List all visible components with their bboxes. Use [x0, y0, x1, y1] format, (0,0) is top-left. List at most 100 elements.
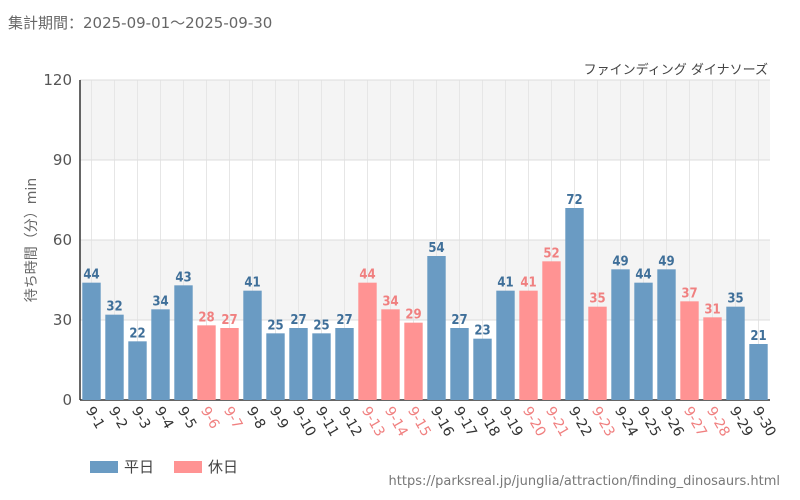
x-tick-label: 9-15 — [404, 404, 434, 440]
bar — [680, 301, 699, 400]
x-tick-label: 9-1 — [82, 404, 107, 432]
bar — [703, 317, 722, 400]
bar-value-label: 41 — [520, 276, 536, 291]
bar — [312, 333, 331, 400]
bar — [151, 309, 170, 400]
bar-value-label: 27 — [290, 313, 306, 328]
bar-value-label: 35 — [589, 292, 605, 307]
x-tick-label: 9-7 — [220, 404, 245, 432]
bar — [427, 256, 446, 400]
x-tick-label: 9-4 — [151, 404, 176, 432]
x-tick-label: 9-21 — [542, 404, 572, 440]
bar — [496, 290, 515, 400]
bar — [220, 328, 239, 400]
bar — [657, 269, 676, 400]
legend-swatch-weekday — [90, 460, 118, 473]
bar-value-label: 54 — [428, 241, 444, 256]
y-tick-label: 60 — [53, 231, 72, 249]
bar-value-label: 25 — [267, 318, 283, 333]
y-tick-label: 90 — [53, 151, 72, 169]
bar — [335, 328, 354, 400]
bar — [519, 290, 538, 400]
bar — [611, 269, 630, 400]
bar — [381, 309, 400, 400]
bar — [588, 306, 607, 400]
x-tick-label: 9-11 — [312, 404, 342, 440]
x-tick-label: 9-18 — [473, 404, 503, 440]
bar-value-label: 27 — [336, 313, 352, 328]
bar-value-label: 22 — [129, 326, 145, 341]
bar-value-label: 52 — [543, 246, 559, 261]
x-tick-label: 9-28 — [703, 404, 733, 440]
x-tick-label: 9-5 — [174, 404, 199, 432]
chart-title: ファインディング ダイナソーズ — [584, 62, 768, 78]
bar-value-label: 21 — [750, 329, 766, 344]
bar-value-label: 31 — [704, 302, 720, 317]
x-tick-label: 9-27 — [680, 404, 710, 440]
bar — [542, 261, 561, 400]
x-tick-label: 9-26 — [657, 404, 687, 440]
bar-value-label: 28 — [198, 310, 214, 325]
x-tick-label: 9-8 — [243, 404, 268, 432]
bar — [634, 282, 653, 400]
collection-period: 集計期間：2025-09-01～2025-09-30 — [8, 14, 273, 32]
bar — [243, 290, 262, 400]
x-tick-label: 9-30 — [749, 404, 779, 440]
x-tick-label: 9-3 — [128, 404, 153, 432]
bar — [726, 306, 745, 400]
x-tick-label: 9-24 — [611, 404, 641, 440]
bar-value-label: 32 — [106, 300, 122, 315]
x-tick-label: 9-25 — [634, 404, 664, 440]
bar — [404, 322, 423, 400]
bar — [749, 344, 768, 400]
bar-value-label: 41 — [244, 276, 260, 291]
bar-value-label: 49 — [658, 254, 674, 269]
bar-value-label: 72 — [566, 193, 582, 208]
y-tick-label: 30 — [53, 311, 72, 329]
x-tick-label: 9-10 — [289, 404, 319, 440]
bar — [174, 285, 193, 400]
x-tick-label: 9-22 — [565, 404, 595, 440]
x-tick-label: 9-23 — [588, 404, 618, 440]
bar-value-label: 43 — [175, 270, 191, 285]
bar-value-label: 37 — [681, 286, 697, 301]
bar — [358, 282, 377, 400]
bar — [289, 328, 308, 400]
bar — [266, 333, 285, 400]
bar-value-label: 34 — [382, 294, 398, 309]
bar-value-label: 25 — [313, 318, 329, 333]
bar-value-label: 34 — [152, 294, 168, 309]
y-axis-label: 待ち時間（分）min — [24, 178, 40, 302]
bar — [565, 208, 584, 400]
x-tick-label: 9-13 — [358, 404, 388, 440]
y-tick-label: 0 — [62, 391, 72, 409]
x-tick-label: 9-16 — [427, 404, 457, 440]
source-url[interactable]: https://parksreal.jp/junglia/attraction/… — [388, 474, 780, 489]
y-tick-label: 120 — [43, 71, 72, 89]
bar-value-label: 49 — [612, 254, 628, 269]
x-tick-label: 9-29 — [726, 404, 756, 440]
bar — [128, 341, 147, 400]
x-tick-label: 9-2 — [105, 404, 130, 432]
bar — [450, 328, 469, 400]
x-tick-label: 9-9 — [266, 404, 291, 432]
x-tick-label: 9-19 — [496, 404, 526, 440]
bar-value-label: 41 — [497, 276, 513, 291]
bar-value-label: 35 — [727, 292, 743, 307]
bar-value-label: 44 — [83, 268, 99, 283]
bar-value-label: 44 — [635, 268, 651, 283]
legend: 平日 休日 — [90, 456, 238, 477]
bar-value-label: 23 — [474, 324, 490, 339]
bar-value-label: 27 — [221, 313, 237, 328]
x-tick-label: 9-14 — [381, 404, 411, 440]
bar — [105, 314, 124, 400]
x-tick-label: 9-17 — [450, 404, 480, 440]
bar — [473, 338, 492, 400]
bar-value-label: 29 — [405, 308, 421, 323]
x-tick-label: 9-6 — [197, 404, 222, 432]
x-tick-label: 9-20 — [519, 404, 549, 440]
legend-label-holiday: 休日 — [208, 458, 239, 476]
plot-band — [80, 240, 770, 320]
bar — [82, 282, 101, 400]
